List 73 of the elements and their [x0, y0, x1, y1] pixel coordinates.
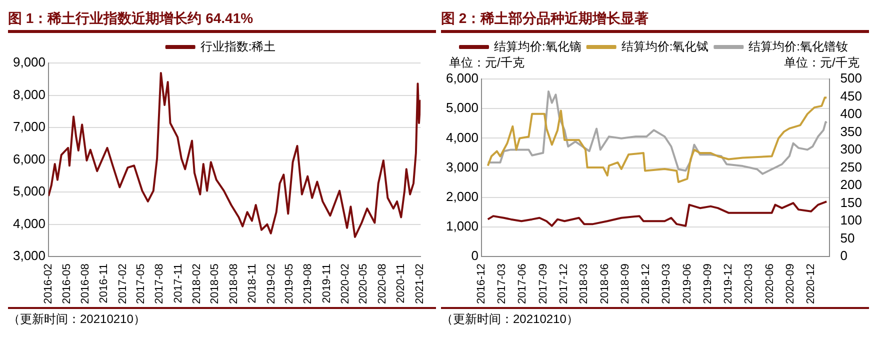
x-tick-label: 2018-09 [620, 264, 632, 304]
x-tick-label: 2021-02 [414, 264, 426, 304]
x-tick-label: 2017-12 [558, 264, 570, 304]
y-tick-label: 8,000 [12, 86, 46, 102]
x-tick-label: 2017-08 [154, 264, 166, 304]
x-tick-label: 2020-05 [358, 264, 370, 304]
x-tick-label: 2017-03 [496, 264, 508, 304]
y2-axis-title: 单位：元/千克 [784, 55, 860, 70]
y2-tick-label: 0 [840, 248, 848, 264]
x-tick-label: 2020-09 [784, 264, 797, 304]
legend-label: 结算均价:氧化镨钕 [748, 39, 848, 54]
x-tick-label: 2016-11 [98, 264, 110, 304]
x-tick-label: 2019-08 [302, 264, 314, 304]
y2-tick-label: 400 [840, 106, 862, 122]
x-tick-label: 2020-02 [339, 264, 352, 304]
x-tick-label: 2018-03 [578, 264, 590, 304]
x-tick-label: 2019-02 [265, 264, 278, 304]
y-tick-label: 6,000 [446, 70, 479, 86]
x-tick-label: 2019-06 [681, 264, 694, 304]
x-tick-label: 2019-11 [320, 264, 333, 304]
x-tick-label: 2018-11 [246, 264, 259, 304]
legend-label: 结算均价:氧化铽 [621, 39, 709, 54]
x-tick-label: 2016-12 [476, 264, 488, 304]
x-tick-label: 2018-12 [640, 264, 652, 304]
x-tick-label: 2017-09 [537, 264, 550, 304]
chart-title: 图 1：稀土行业指数近期增长约 64.41% [8, 8, 436, 33]
x-tick-label: 2016-05 [60, 264, 73, 304]
x-tick-label: 2018-06 [598, 264, 611, 304]
x-tick-label: 2019-12 [722, 264, 735, 304]
chart-title: 图 2：稀土部分品种近期增长显著 [441, 8, 869, 33]
y-tick-label: 1,000 [446, 218, 479, 234]
x-tick-label: 2018-05 [209, 264, 222, 304]
y2-tick-label: 50 [840, 230, 855, 246]
x-tick-label: 2016-02 [42, 264, 55, 304]
text: （更新时间：20210210） [8, 311, 146, 328]
y-tick-label: 2,000 [446, 189, 479, 204]
y-tick-label: 6,000 [12, 151, 46, 166]
x-tick-label: 2020-03 [743, 264, 756, 304]
y-tick-label: 0 [471, 248, 479, 264]
x-tick-label: 2020-11 [395, 264, 408, 304]
y2-tick-label: 100 [840, 212, 862, 228]
x-tick-label: 2019-05 [283, 264, 296, 304]
x-tick-label: 2017-05 [135, 264, 148, 304]
text: （更新时间：20210210） [441, 311, 580, 328]
y-tick-label: 7,000 [12, 119, 46, 134]
x-tick-label: 2019-09 [702, 264, 714, 304]
x-tick-label: 2016-08 [80, 264, 92, 304]
x-tick-label: 2020-12 [805, 264, 818, 304]
y2-tick-label: 200 [840, 177, 862, 192]
x-tick-label: 2018-08 [228, 264, 240, 304]
x-tick-label: 2017-06 [516, 264, 529, 304]
x-tick-label: 2020-08 [376, 264, 388, 304]
y-tick-label: 5,000 [446, 100, 479, 116]
y-tick-label: 4,000 [12, 216, 46, 231]
x-tick-label: 2020-06 [764, 264, 776, 304]
legend-label: 行业指数:稀土 [200, 39, 276, 54]
y-tick-label: 9,000 [12, 54, 46, 70]
y2-tick-label: 500 [840, 70, 862, 86]
y2-tick-label: 300 [840, 142, 862, 157]
y-tick-label: 3,000 [446, 159, 479, 174]
y2-tick-label: 250 [840, 159, 862, 174]
y2-tick-label: 150 [840, 194, 862, 210]
x-tick-label: 2017-02 [116, 264, 129, 304]
x-tick-label: 2017-11 [172, 264, 184, 304]
y-tick-label: 5,000 [12, 184, 46, 199]
legend-label: 结算均价:氧化镝 [494, 39, 582, 54]
y-axis-title: 单位：元/千克 [449, 55, 524, 70]
y-tick-label: 3,000 [12, 248, 46, 264]
y2-tick-label: 350 [840, 124, 862, 139]
x-tick-label: 2018-02 [191, 264, 204, 304]
x-tick-label: 2019-03 [660, 264, 673, 304]
y-tick-label: 4,000 [446, 130, 479, 145]
y2-tick-label: 450 [840, 88, 862, 104]
